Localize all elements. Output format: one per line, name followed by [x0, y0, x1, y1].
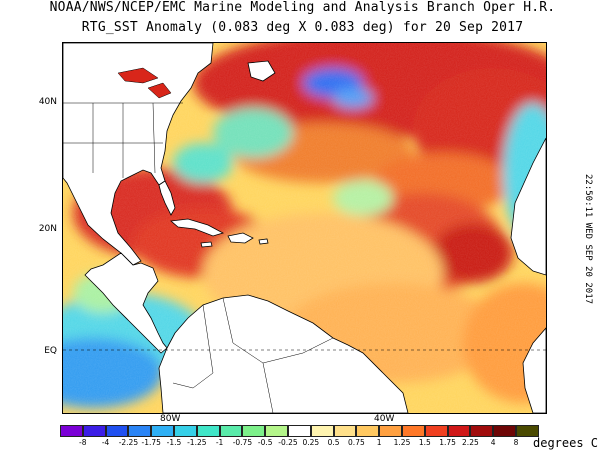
units-label: degrees C: [533, 436, 599, 450]
great-lakes: [117, 67, 172, 99]
colorbar-swatch: [493, 425, 516, 437]
colorbar-swatch: [356, 425, 380, 437]
sst-anomaly-map: [62, 42, 547, 414]
colorbar-tick-label: -0.25: [278, 438, 298, 447]
colorbar-tick-label: 1.25: [393, 438, 411, 447]
colorbar: [60, 425, 539, 437]
land: [63, 43, 546, 413]
florida: [158, 180, 176, 216]
lon-label-40w: 40W: [374, 414, 395, 424]
colorbar-swatch: [105, 425, 129, 437]
colorbar-tick-label: 0.75: [348, 438, 365, 447]
colorbar-swatch: [82, 425, 106, 437]
puerto-rico: [258, 238, 269, 245]
central-america: [84, 252, 168, 354]
colorbar-swatch: [447, 425, 471, 437]
colorbar-ticks: -8 -4 -2.25 -1.75 -1.5 -1.25 -1 -0.75 -0.5 -0.25 0…: [60, 438, 540, 448]
north-america: [63, 43, 214, 266]
colorbar-swatch: [379, 425, 402, 437]
chart-title: NOAA/NWS/NCEP/EMC Marine Modeling and An…: [49, 0, 556, 15]
chart-subtitle: RTG_SST Anomaly (0.083 deg X 0.083 deg) …: [81, 20, 524, 35]
hispaniola: [227, 232, 254, 244]
colorbar-swatch: [470, 425, 494, 437]
jamaica: [200, 241, 213, 248]
colorbar-swatch: [173, 425, 197, 437]
colorbar-tick-label: -1: [215, 438, 224, 447]
colorbar-tick-label: -0.5: [257, 438, 273, 447]
colorbar-swatch: [287, 425, 311, 437]
colorbar-swatch: [401, 425, 425, 437]
colorbar-tick-label: -1.75: [141, 438, 161, 447]
colorbar-tick-label: 1.75: [439, 438, 456, 447]
colorbar-swatch: [196, 425, 220, 437]
africa-gulf: [522, 327, 546, 413]
colorbar-tick-label: 1.5: [418, 438, 431, 447]
lat-label-eq: EQ: [44, 346, 57, 356]
colorbar-tick-label: 1: [376, 438, 382, 447]
borders: [63, 102, 334, 413]
lat-label-40n: 40N: [38, 97, 57, 107]
colorbar-swatch: [265, 425, 288, 437]
colorbar-swatch: [424, 425, 448, 437]
timestamp: 22:50:11 WED SEP 20 2017: [583, 174, 593, 305]
colorbar-tick-label: 8: [513, 438, 519, 447]
colorbar-tick-label: 0.5: [327, 438, 340, 447]
colorbar-tick-label: -8: [79, 438, 87, 447]
colorbar-tick-label: -1.25: [187, 438, 207, 447]
lon-label-80w: 80W: [160, 414, 181, 424]
colorbar-tick-label: 0.25: [302, 438, 320, 447]
lat-label-20n: 20N: [38, 224, 57, 234]
colorbar-tick-label: 2.25: [462, 438, 479, 447]
colorbar-tick-label: -2.25: [118, 438, 139, 447]
colorbar-tick-label: -4: [101, 438, 110, 447]
colorbar-tick-label: -0.75: [232, 438, 253, 447]
colorbar-swatch: [60, 425, 83, 437]
map-canvas: [63, 43, 546, 413]
colorbar-swatch: [128, 425, 152, 437]
colorbar-swatch: [242, 425, 266, 437]
colorbar-tick-label: 4: [490, 438, 496, 447]
africa-west: [510, 137, 546, 276]
colorbar-swatch: [515, 425, 539, 437]
colorbar-swatch: [333, 425, 357, 437]
colorbar-swatch: [219, 425, 243, 437]
colorbar-swatch: [310, 425, 334, 437]
newfoundland: [247, 60, 276, 82]
colorbar-swatch: [151, 425, 174, 437]
cuba: [170, 218, 225, 237]
colorbar-tick-label: -1.5: [166, 438, 182, 447]
